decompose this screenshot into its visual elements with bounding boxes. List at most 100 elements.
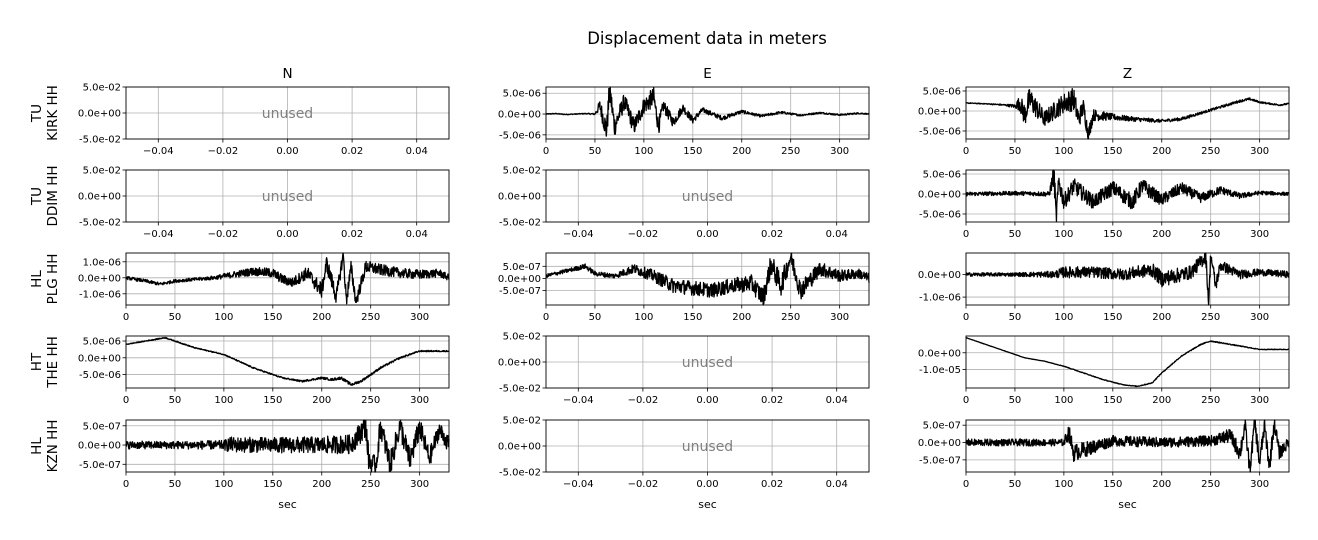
x-tick-label: 0.04 bbox=[406, 229, 428, 240]
y-tick-label: -5.0e-02 bbox=[499, 384, 541, 395]
panel-n-row4: 0 50 100 150 200 250 300 5.0e-07 0.0e+00 -5.0e-07 bbox=[78, 419, 450, 490]
x-tick-label: 0.00 bbox=[696, 479, 718, 490]
x-tick-label: 50 bbox=[1009, 229, 1022, 240]
x-tick-label: 0 bbox=[543, 312, 549, 323]
x-tick-label: 0 bbox=[963, 229, 969, 240]
y-tick-label: 5.0e-06 bbox=[923, 170, 961, 181]
row-label: HL KZN HH bbox=[29, 420, 61, 473]
x-tick-label: 100 bbox=[1054, 479, 1073, 490]
y-tick-label: 5.0e-06 bbox=[503, 89, 541, 100]
unused-label: unused bbox=[262, 189, 313, 205]
x-tick-label: 300 bbox=[1250, 395, 1269, 406]
x-axis-label: sec bbox=[698, 498, 717, 511]
y-tick-label: 0.0e+00 bbox=[498, 274, 541, 285]
y-tick-label: 5.0e-02 bbox=[83, 166, 121, 177]
x-tick-label: 200 bbox=[1152, 479, 1171, 490]
x-tick-label: 50 bbox=[1009, 312, 1022, 323]
axes-frame bbox=[965, 169, 1290, 223]
x-tick-label: 0 bbox=[963, 479, 969, 490]
x-tick-label: 250 bbox=[361, 395, 380, 406]
axes-frame bbox=[125, 335, 450, 389]
x-tick-label: 100 bbox=[634, 312, 653, 323]
y-tick-label: -5.0e-07 bbox=[499, 286, 541, 297]
trace-line bbox=[545, 252, 870, 306]
x-tick-label: 100 bbox=[634, 146, 653, 157]
x-tick-label: 0.00 bbox=[696, 229, 718, 240]
panel-n-row3: 0 50 100 150 200 250 300 5.0e-06 0.0e+00 -5.0e-06 bbox=[78, 335, 450, 406]
x-tick-label: 300 bbox=[410, 479, 429, 490]
y-tick-label: 0.0e+00 bbox=[78, 273, 121, 284]
x-tick-label: 0.04 bbox=[406, 146, 428, 157]
trace-line bbox=[545, 86, 870, 137]
x-tick-label: 300 bbox=[410, 395, 429, 406]
y-tick-label: 0.0e+00 bbox=[78, 441, 121, 452]
y-tick-label: 0.0e+00 bbox=[78, 353, 121, 364]
y-tick-label: -5.0e-06 bbox=[499, 130, 541, 141]
y-tick-label: -5.0e-07 bbox=[79, 460, 121, 471]
y-tick-label: 0.0e+00 bbox=[498, 192, 541, 203]
trace-line bbox=[965, 252, 1290, 306]
column-title-e: E bbox=[703, 66, 712, 82]
trace-line bbox=[965, 419, 1290, 473]
x-tick-label: 200 bbox=[732, 312, 751, 323]
x-tick-label: −0.02 bbox=[208, 146, 239, 157]
x-axis-label: sec bbox=[278, 498, 297, 511]
x-tick-label: 200 bbox=[312, 312, 331, 323]
x-tick-label: 250 bbox=[1201, 312, 1220, 323]
x-tick-label: 200 bbox=[1152, 146, 1171, 157]
y-tick-label: 0.0e+00 bbox=[918, 270, 961, 281]
x-tick-label: 100 bbox=[1054, 312, 1073, 323]
x-tick-label: 200 bbox=[312, 395, 331, 406]
x-tick-label: 0.00 bbox=[276, 229, 298, 240]
x-tick-label: −0.04 bbox=[143, 229, 174, 240]
row-label-station: KIRK HH bbox=[45, 85, 61, 141]
x-tick-label: 150 bbox=[1103, 479, 1122, 490]
x-tick-label: 200 bbox=[732, 146, 751, 157]
x-tick-label: 50 bbox=[169, 395, 182, 406]
row-label-network: HT bbox=[29, 352, 45, 371]
x-tick-label: 50 bbox=[1009, 146, 1022, 157]
y-tick-label: 0.0e+00 bbox=[918, 190, 961, 201]
trace-line bbox=[965, 337, 1290, 388]
x-tick-label: −0.02 bbox=[628, 395, 659, 406]
panel-e-row0: 0 50 100 150 200 250 300 5.0e-06 0.0e+00 -5.0e-06 bbox=[498, 86, 870, 157]
y-tick-label: -5.0e-06 bbox=[919, 210, 961, 221]
y-tick-label: -5.0e-07 bbox=[919, 455, 961, 466]
x-tick-label: 100 bbox=[214, 479, 233, 490]
x-tick-label: 0.00 bbox=[696, 395, 718, 406]
panel-e-row2: 0 50 100 150 200 250 300 5.0e-070.0e+00-5.0e-07 bbox=[498, 252, 870, 323]
y-tick-label: 5.0e-02 bbox=[503, 416, 541, 427]
panel-z-row2: 0 50 100 150 200 250 300 0.0e+00 -1.0e-06 bbox=[918, 252, 1290, 323]
axes-frame bbox=[965, 86, 1290, 140]
panel-z-row4: 0 50 100 150 200 250 300 5.0e-07 0.0e+00 -5.0e-07 bbox=[918, 419, 1290, 490]
row-label-station: DDIM HH bbox=[45, 165, 61, 226]
row-label-station: KZN HH bbox=[45, 420, 61, 473]
row-label-network: HL bbox=[29, 270, 45, 288]
trace-line bbox=[125, 336, 450, 386]
x-tick-label: 200 bbox=[1152, 229, 1171, 240]
x-tick-label: −0.04 bbox=[563, 395, 594, 406]
axes-frame bbox=[965, 419, 1290, 473]
x-tick-label: 0 bbox=[963, 395, 969, 406]
x-tick-label: 300 bbox=[1250, 479, 1269, 490]
x-tick-label: 300 bbox=[1250, 312, 1269, 323]
panel-n-row1: unused −0.04 −0.02 0.00 0.02 0.04 5.0e-02 0.0e+… bbox=[78, 166, 450, 240]
trace-line bbox=[125, 252, 450, 305]
y-tick-label: 0.0e+00 bbox=[918, 438, 961, 449]
x-tick-label: 250 bbox=[781, 146, 800, 157]
x-tick-label: 300 bbox=[410, 312, 429, 323]
x-tick-label: 150 bbox=[263, 479, 282, 490]
row-label: TU DDIM HH bbox=[29, 165, 61, 226]
x-tick-label: 200 bbox=[312, 479, 331, 490]
axes-frame bbox=[125, 252, 450, 306]
row-label-station: PLG HH bbox=[45, 254, 61, 305]
figure-title: Displacement data in meters bbox=[587, 29, 827, 48]
x-tick-label: −0.02 bbox=[628, 479, 659, 490]
panel-n-row0: unused −0.04 −0.02 0.00 0.02 0.04 5.0e-02 0.0e+… bbox=[78, 83, 450, 157]
x-tick-label: 0 bbox=[963, 312, 969, 323]
x-tick-label: 0.04 bbox=[826, 479, 848, 490]
row-label-network: TU bbox=[29, 187, 45, 206]
x-axis-label: sec bbox=[1118, 498, 1137, 511]
row-label: HT THE HH bbox=[29, 336, 61, 389]
